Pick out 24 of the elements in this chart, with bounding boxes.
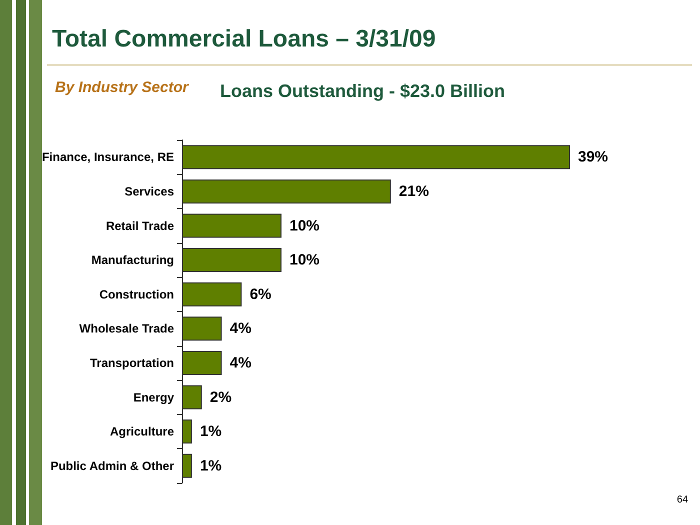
y-tick-label: Wholesale Trade xyxy=(79,322,174,336)
data-label: 2% xyxy=(210,388,232,406)
data-label: 10% xyxy=(289,217,320,234)
y-tick-label: Construction xyxy=(99,287,174,302)
data-label: 1% xyxy=(200,423,222,440)
y-tick-label: Transportation xyxy=(90,356,174,370)
data-label: 4% xyxy=(230,320,252,338)
y-tick-label: Energy xyxy=(133,390,174,404)
data-label: 10% xyxy=(289,252,320,269)
data-label: 4% xyxy=(230,354,252,372)
y-tick-label: Finance, Insurance, RE xyxy=(42,150,174,164)
y-tick-label: Agriculture xyxy=(110,424,174,439)
chart-subtitle: Loans Outstanding - $23.0 Billion xyxy=(220,81,506,101)
y-tick-label: Public Admin & Other xyxy=(50,458,174,473)
data-label: 21% xyxy=(398,182,429,200)
data-label: 1% xyxy=(200,457,222,474)
data-label: 6% xyxy=(250,286,272,303)
y-tick-label: Services xyxy=(124,184,174,198)
data-label: 39% xyxy=(578,148,608,166)
y-tick-label: Manufacturing xyxy=(91,253,174,268)
chart-title: Total Commercial Loans – 3/31/09 xyxy=(52,26,436,52)
text: By Industry Sector xyxy=(55,79,190,96)
y-tick-label: Retail Trade xyxy=(106,218,174,233)
text: 64 xyxy=(676,494,688,506)
